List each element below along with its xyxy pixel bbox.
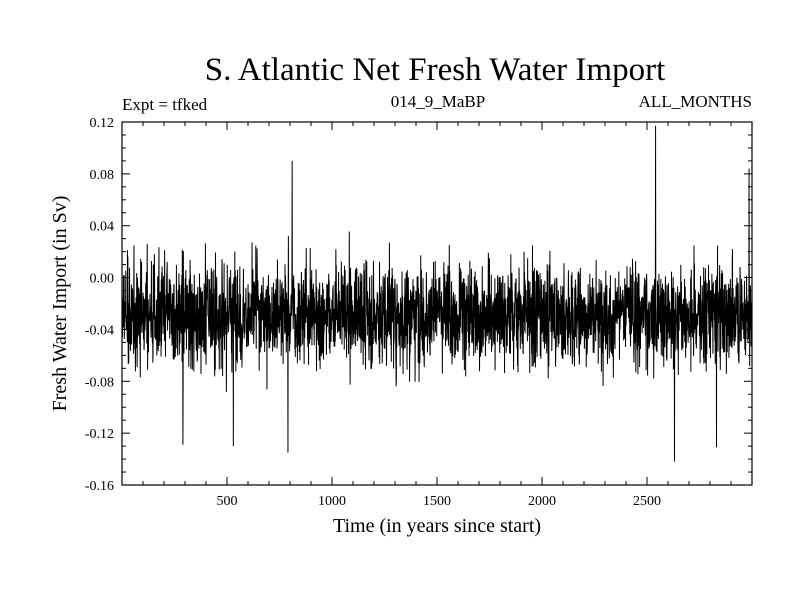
y-tick-label: -0.16	[85, 479, 114, 494]
y-tick-label: -0.08	[85, 375, 114, 390]
y-tick-label: 0.12	[90, 116, 115, 131]
series-layer	[122, 125, 752, 462]
chart-title: S. Atlantic Net Fresh Water Import	[204, 52, 666, 88]
y-tick-label: 0.00	[90, 272, 115, 287]
y-tick-label: 0.04	[90, 220, 115, 235]
y-axis-title: Fresh Water Import (in Sv)	[49, 196, 71, 412]
run-id-label: 014_9_MaBP	[390, 92, 486, 111]
x-tick-label: 500	[217, 494, 238, 509]
experiment-label: Expt = tfked	[122, 95, 208, 114]
y-tick-label: -0.12	[85, 427, 114, 442]
y-tick-label: 0.08	[90, 168, 115, 183]
series-line	[122, 125, 752, 462]
axis-ticks: 500 1000 1500 2000 2500 -0.16 -0.12 -0.08 -0.04 0…	[85, 116, 752, 509]
x-axis-title: Time (in years since start)	[333, 515, 541, 537]
x-tick-label: 2500	[633, 494, 661, 509]
x-tick-label: 2000	[528, 494, 556, 509]
y-tick-label: -0.04	[85, 323, 114, 338]
x-tick-label: 1500	[423, 494, 451, 509]
x-tick-label: 1000	[318, 494, 346, 509]
months-label: ALL_MONTHS	[638, 92, 752, 111]
